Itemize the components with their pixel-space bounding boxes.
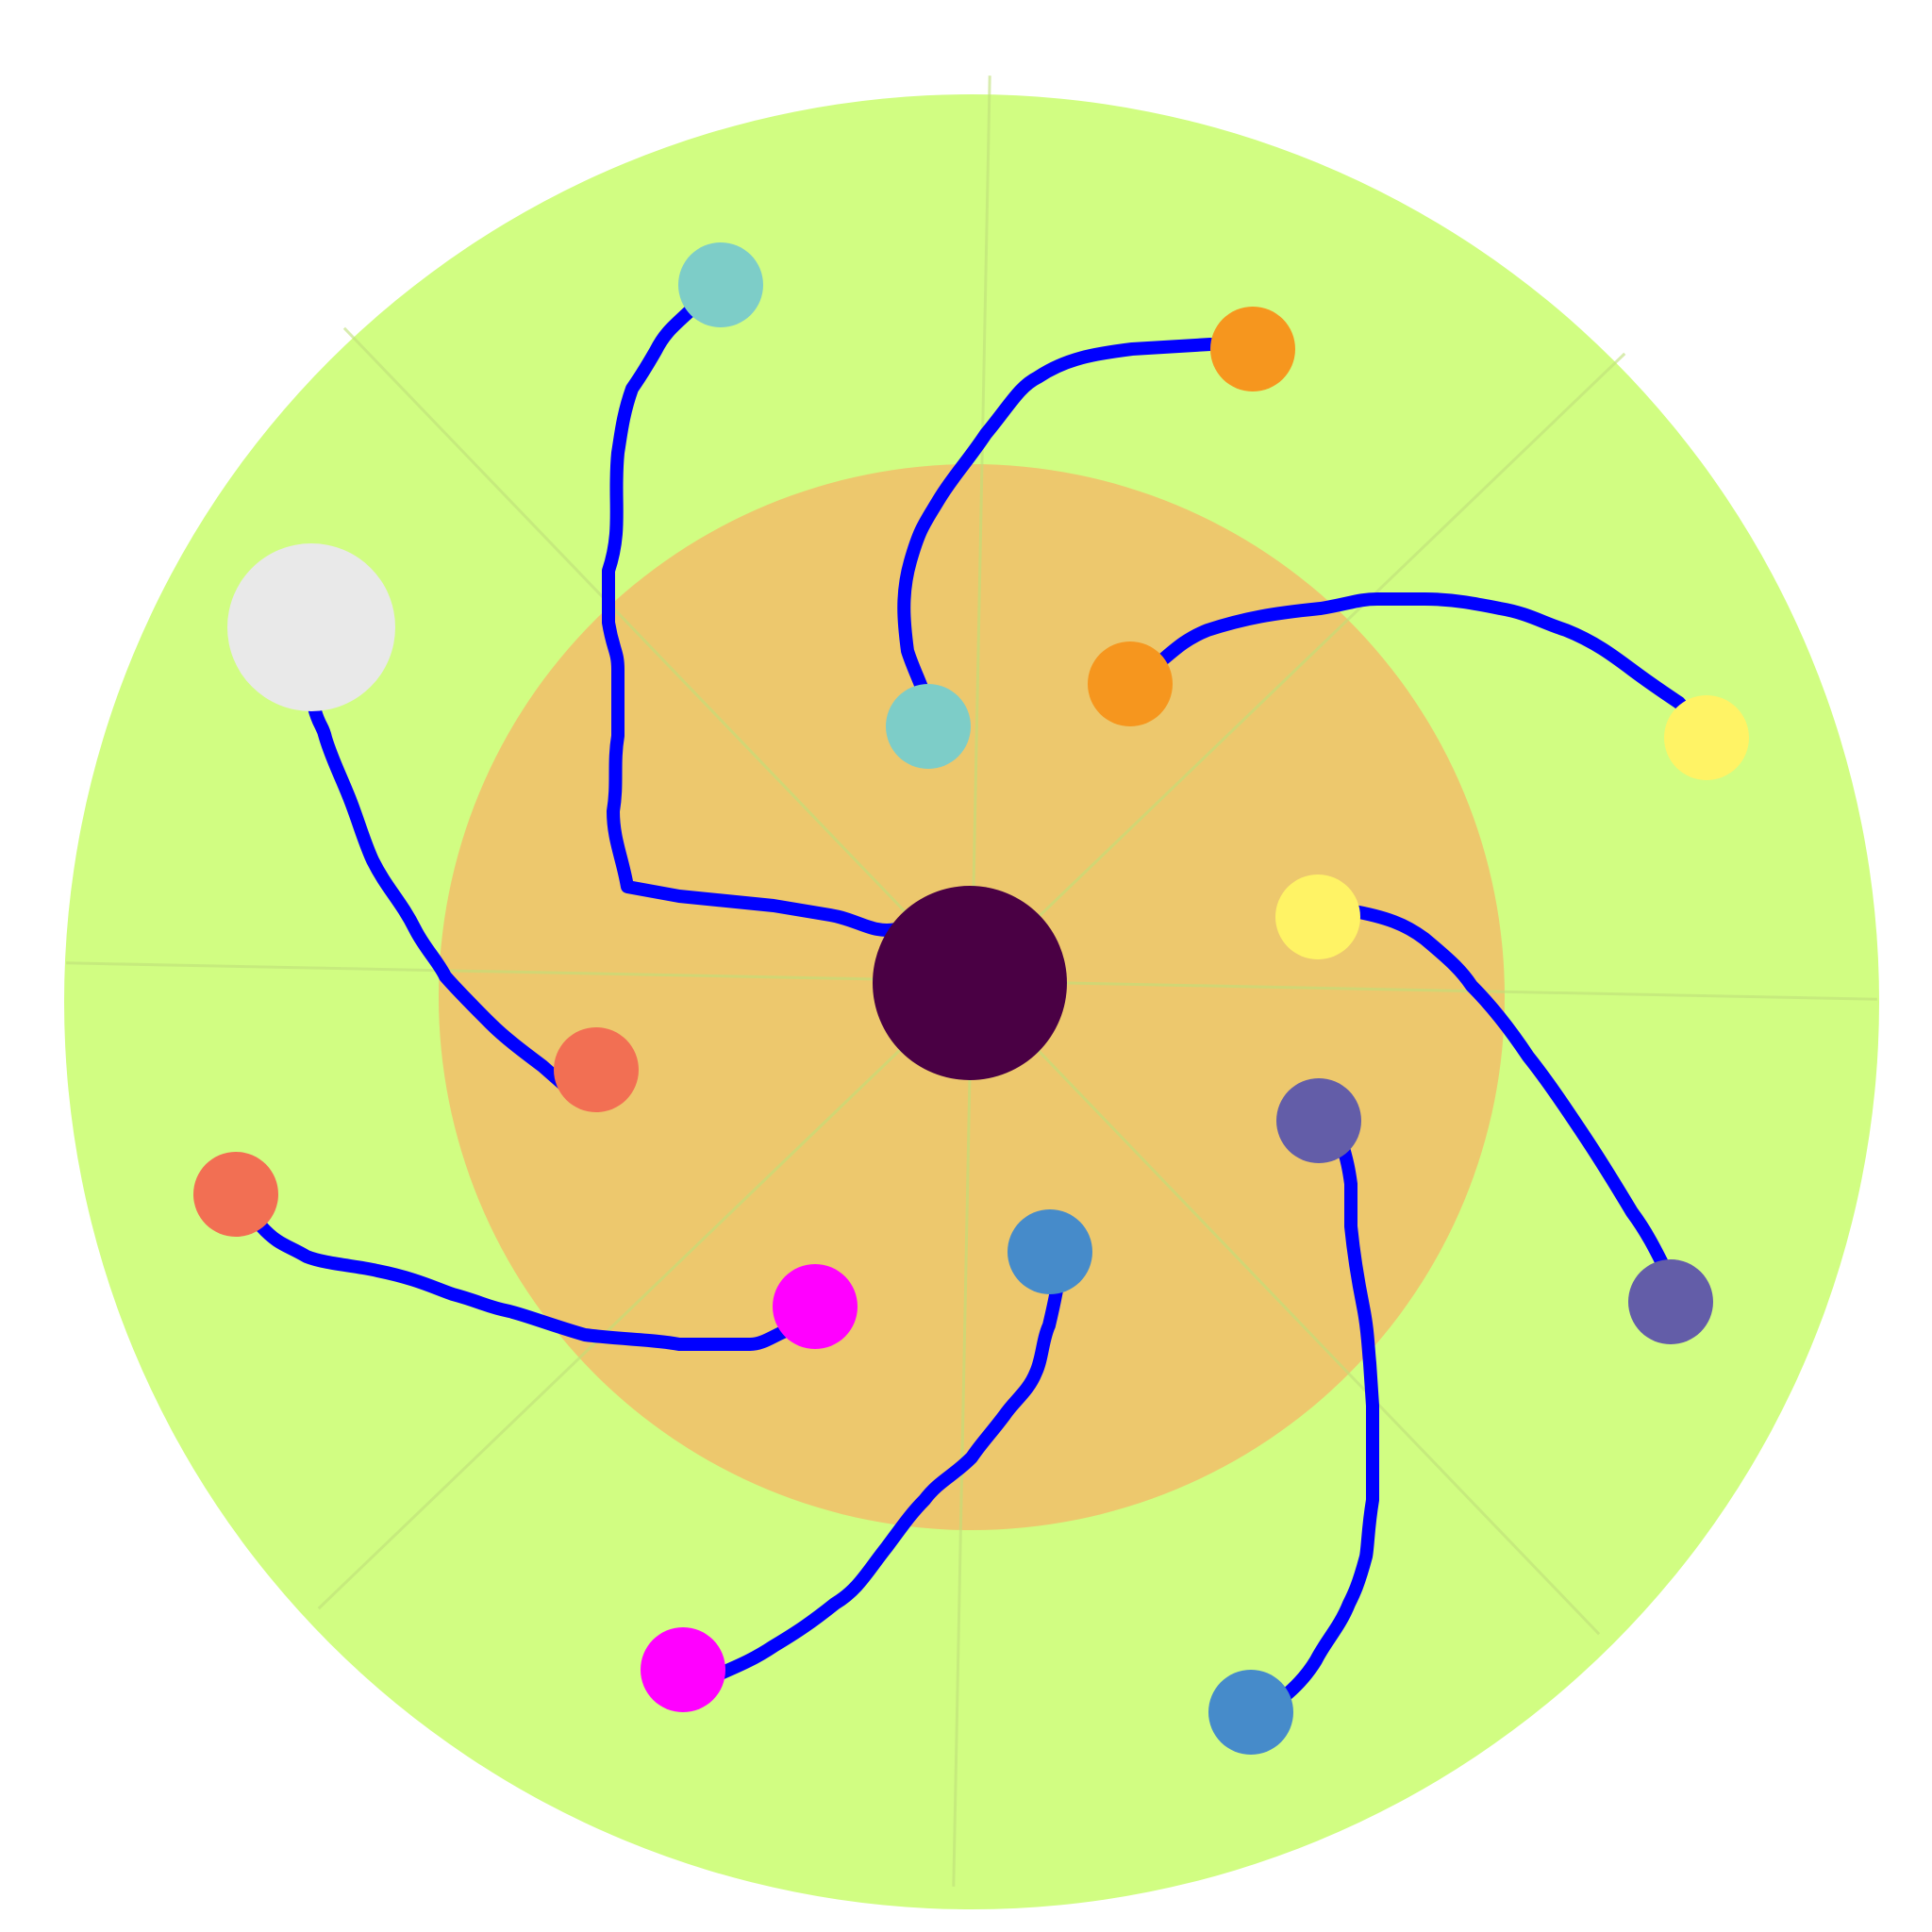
spokes — [66, 75, 1877, 1887]
slate-path[interactable] — [1241, 1135, 1379, 1731]
coral-dot-outer[interactable] — [193, 1152, 278, 1237]
center-hub[interactable] — [873, 886, 1067, 1080]
teal-inner-path[interactable] — [897, 338, 1217, 719]
spoke-line — [970, 75, 991, 982]
free-dot[interactable] — [227, 543, 395, 711]
teal-path[interactable] — [602, 303, 950, 937]
yellow-dot-outer[interactable] — [1664, 695, 1749, 780]
steel-path[interactable] — [673, 1278, 1064, 1700]
teal-dot-inner[interactable] — [886, 684, 971, 769]
spoke-line — [952, 980, 974, 1887]
yellow-inner-path[interactable] — [1342, 904, 1681, 1304]
coral-inner-path[interactable] — [308, 701, 573, 1093]
spoke-line — [342, 326, 974, 983]
magenta-dot-inner[interactable] — [773, 1264, 858, 1349]
yellow-dot-inner[interactable] — [1275, 874, 1360, 959]
steel-dot-outer[interactable] — [1208, 1670, 1293, 1755]
steel-dot-inner[interactable] — [1008, 1209, 1092, 1294]
slate-dot-outer[interactable] — [1628, 1259, 1713, 1344]
spoke-line — [970, 352, 1626, 983]
magenta-dot-outer[interactable] — [641, 1627, 725, 1712]
spoke-line — [317, 979, 974, 1610]
teal-dot-outer[interactable] — [678, 242, 763, 327]
coral-path[interactable] — [255, 1220, 799, 1351]
spoke-line — [970, 979, 1601, 1636]
spoke-line — [66, 961, 973, 983]
orange-inner-path[interactable] — [1138, 592, 1714, 742]
spoke-line — [971, 979, 1877, 1001]
orange-dot-outer[interactable] — [1210, 307, 1295, 391]
coral-dot-inner[interactable] — [554, 1027, 639, 1112]
slate-dot-inner[interactable] — [1276, 1078, 1361, 1163]
orange-dot-inner[interactable] — [1088, 641, 1173, 726]
